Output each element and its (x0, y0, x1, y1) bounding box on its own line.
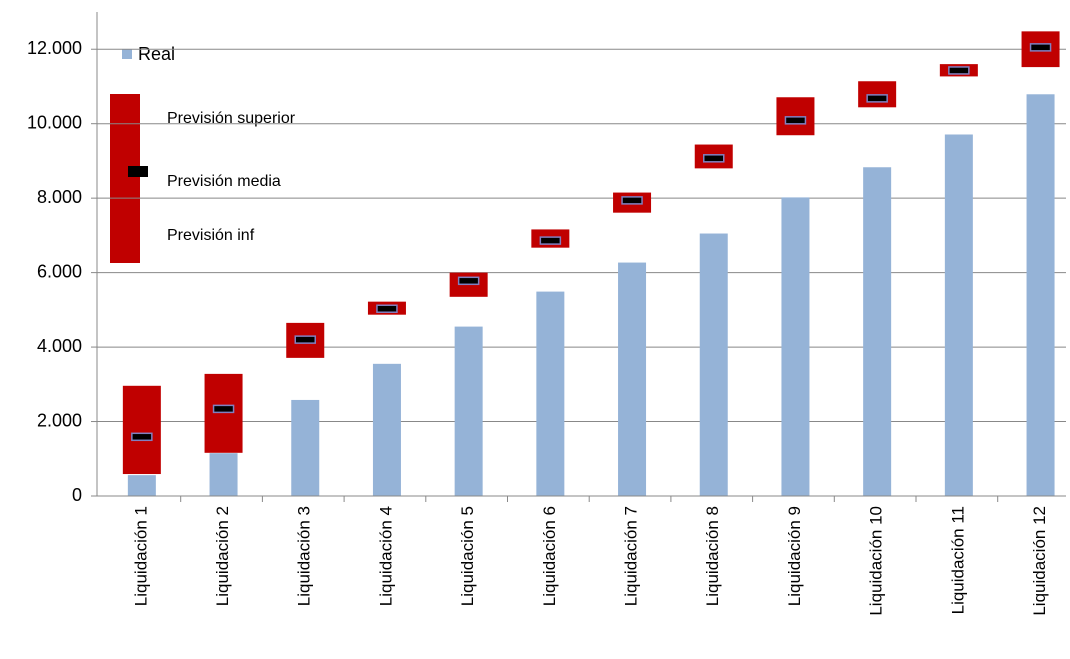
forecast-media (457, 276, 480, 286)
y-tick-label: 2.000 (37, 410, 82, 430)
x-tick-label: Liquidación 3 (295, 506, 314, 606)
legend-real: Real (138, 44, 175, 64)
x-tick-label: Liquidación 1 (131, 506, 150, 606)
forecast-media (866, 94, 888, 103)
forecast-media (621, 196, 643, 205)
forecast-media (784, 116, 807, 125)
bar (699, 233, 728, 496)
bar (944, 134, 973, 496)
bar (209, 453, 238, 496)
bar (291, 399, 320, 496)
x-tick-label: Liquidación 4 (376, 506, 395, 606)
legend-range-swatch (110, 94, 140, 263)
forecast-media (948, 66, 970, 75)
x-tick-label: Liquidación 11 (948, 506, 967, 614)
x-tick-label: Liquidación 12 (1030, 506, 1049, 616)
bar (127, 475, 156, 496)
bar (1026, 94, 1055, 496)
forecast-media (376, 304, 398, 313)
legend-media-swatch (128, 166, 148, 177)
forecast-range (204, 373, 243, 453)
x-tick-label: Liquidación 7 (622, 506, 641, 606)
forecast-media (1029, 43, 1052, 52)
legend-media: Previsión media (167, 173, 281, 190)
y-tick-label: 4.000 (37, 336, 82, 356)
bar (536, 291, 565, 496)
x-tick-label: Liquidación 6 (540, 506, 559, 606)
forecast-media (294, 335, 316, 344)
bar (863, 167, 892, 496)
x-tick-label: Liquidación 8 (703, 506, 722, 606)
bar (454, 326, 483, 496)
forecast-media (539, 236, 562, 245)
y-tick-label: 6.000 (37, 261, 82, 281)
y-tick-label: 10.000 (27, 112, 82, 132)
y-tick-label: 8.000 (37, 187, 82, 207)
x-tick-label: Liquidación 9 (785, 506, 804, 606)
bar (618, 262, 647, 496)
x-tick-label: Liquidación 10 (867, 506, 886, 616)
legend-real-swatch (122, 49, 132, 59)
y-tick-label: 12.000 (27, 38, 82, 58)
forecast-media (131, 432, 153, 442)
y-tick-label: 0 (72, 485, 82, 505)
x-tick-label: Liquidación 2 (213, 506, 232, 606)
forecast-range (122, 385, 161, 475)
bar (372, 363, 401, 496)
legend-superior: Previsión superior (167, 110, 296, 127)
forecast-media (703, 154, 725, 163)
bar (781, 197, 810, 496)
legend-inf: Previsión inf (167, 227, 255, 244)
x-tick-label: Liquidación 5 (458, 506, 477, 606)
forecast-media (212, 404, 235, 414)
